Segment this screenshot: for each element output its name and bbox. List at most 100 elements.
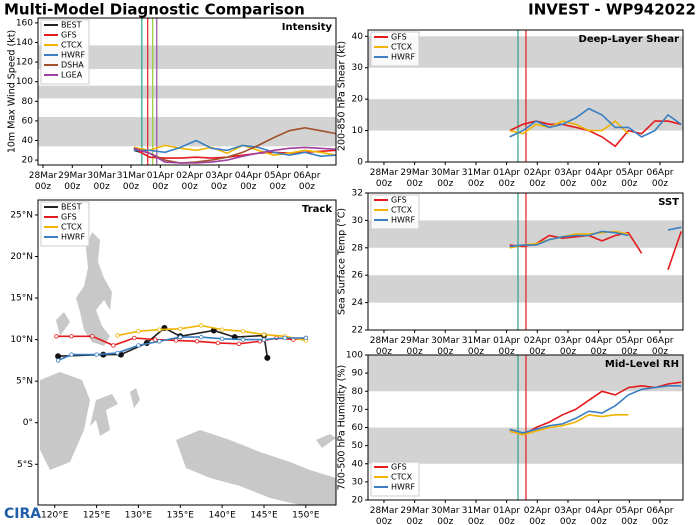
panel-title: Intensity [282,22,333,33]
y-tick-label: 60 [22,116,34,126]
legend-label: GFS [391,463,407,472]
land [40,232,336,505]
x-tick-label: 06Apr 00z [293,171,320,192]
y-tick-label: 60 [352,423,364,433]
storm-id: INVEST - WP942022 [528,1,696,19]
track-point [90,334,95,339]
series-line [117,324,307,342]
y-tick-label: 0 [357,158,363,168]
y-tick-label: 10°N [10,335,33,345]
x-tick-label: 04Apr 00z [585,336,612,357]
track-point [55,358,61,363]
page-title: Multi-Model Diagnostic Comparison [4,1,305,19]
legend-label: LGEA [61,71,83,80]
track-point [132,335,137,341]
x-tick-label: 140°E [208,511,236,521]
track-point [282,335,288,341]
track-point [69,352,74,357]
y-axis-label: 10m Max Wind Speed (kt) [7,30,18,153]
track-point [215,340,221,346]
track-point [115,333,120,338]
y-tick-label: 24 [352,298,364,308]
legend-label: CTCX [391,473,413,482]
x-tick-label: 01Apr 00z [493,336,520,357]
panel-title: Mid-Level RH [605,359,679,370]
x-tick-label: 30Mar 00z [431,168,460,189]
legend-label: GFS [61,31,77,40]
x-tick-label: 03Apr 00z [205,171,232,192]
legend-label: GFS [391,33,407,42]
y-tick-label: 20°N [10,252,33,262]
y-tick-label: 100 [16,77,33,87]
shaded-band [38,45,336,69]
x-tick-label: 03Apr 00z [554,336,581,357]
y-tick-label: 50 [352,441,364,451]
legend-label: CTCX [391,43,413,52]
series-line [133,126,337,164]
track-point [261,332,267,337]
x-tick-label: 06Apr 00z [646,336,673,357]
plot-frame [37,17,337,166]
track-point [54,334,59,339]
y-tick-label: 30 [352,216,364,226]
track-point [194,339,200,344]
series-line [509,120,629,135]
logo: CIRA [4,506,41,522]
legend-label: BEST [61,203,82,212]
track-point [136,343,141,348]
series-line [133,144,337,157]
x-tick-label: 05Apr 00z [616,168,643,189]
x-tick-label: 145°E [250,511,278,521]
x-tick-label: 02Apr 00z [524,506,551,525]
legend-label: BEST [61,21,82,30]
plot-frame [367,192,684,331]
x-tick-label: 28Mar 00z [29,171,58,192]
track-point [199,334,204,340]
y-tick-label: 120 [16,58,33,68]
x-tick-label: 02Apr 00z [524,336,551,357]
x-tick-label: 05Apr 00z [264,171,291,192]
x-tick-label: 03Apr 00z [554,168,581,189]
track-point [219,336,225,341]
x-tick-label: 03Apr 00z [554,506,581,525]
x-tick-label: 150°E [292,511,320,521]
legend-label: HWRF [391,53,415,62]
track-point [303,335,309,341]
legend-label: GFS [61,213,77,222]
legend-label: GFS [391,196,407,205]
legend-label: DSHA [61,61,84,70]
legend-label: HWRF [391,216,415,225]
y-tick-label: 28 [352,243,364,253]
track-point [178,326,183,332]
y-tick-label: 0° [23,418,33,428]
x-tick-label: 04Apr 00z [235,171,262,192]
track-point [115,350,120,356]
shaded-band [38,116,336,147]
x-tick-label: 135°E [167,511,195,521]
x-tick-label: 01Apr 00z [147,171,174,192]
series-line [133,139,337,158]
y-tick-label: 30 [352,477,364,487]
track-point [94,352,99,357]
x-tick-label: 02Apr 00z [176,171,203,192]
x-tick-label: 125°E [83,511,111,521]
y-tick-label: 20 [352,95,364,105]
track-point [261,337,267,342]
y-tick-label: 20 [22,156,34,166]
y-tick-label: 40 [352,32,364,42]
x-tick-label: 01Apr 00z [493,506,520,525]
legend-box [40,19,90,85]
y-tick-label: 10 [352,126,364,136]
y-tick-label: 40 [352,459,364,469]
y-tick-label: 140 [16,38,33,48]
track-point [152,337,158,342]
y-tick-label: 30 [352,63,364,73]
y-tick-label: 70 [352,405,364,415]
y-axis-label: Sea Surface Temp (°C) [337,208,348,315]
x-tick-label: 130°E [125,511,153,521]
x-tick-label: 28Mar 00z [370,168,399,189]
track-point [264,354,271,361]
x-tick-label: 29Mar 00z [400,506,429,525]
track-point [157,327,162,332]
x-tick-label: 05Apr 00z [616,336,643,357]
